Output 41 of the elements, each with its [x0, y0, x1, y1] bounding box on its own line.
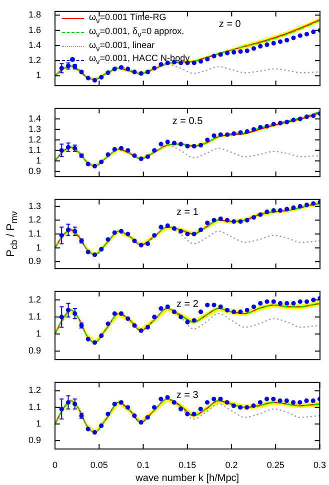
x-tick-label: 0.25: [266, 460, 284, 470]
y-tick-label: 0.9: [28, 166, 41, 176]
x-tick-label: 0: [52, 460, 58, 470]
y-tick-label: 1.1: [28, 402, 41, 412]
y-tick-label: 1.8: [28, 10, 41, 20]
y-tick-label: 1.6: [28, 24, 41, 35]
x-tick-label: 0.3: [313, 460, 326, 470]
y-tick-label: 1.4: [28, 40, 41, 50]
y-tick-label: 1.2: [28, 134, 41, 144]
x-tick-label: 0.2: [225, 460, 238, 470]
legend-label: ω$_{ν}$=0.001, δ$_{ν}$=0 approx.: [89, 26, 184, 40]
text: z = 0: [218, 19, 242, 30]
y-tick-label: 1.4: [28, 113, 41, 124]
y-tick-label: 1.3: [28, 200, 41, 211]
y-tick-label: 1.1: [28, 144, 41, 155]
text: z = 2: [176, 299, 199, 310]
y-tick-label: 0.9: [28, 256, 41, 266]
x-axis-title: wave number k [h/Mpc]: [134, 472, 240, 484]
text: z = 3: [176, 390, 199, 402]
y-tick-label: 1.2: [28, 55, 41, 66]
y-tick-label: 1.2: [28, 214, 41, 225]
y-tick-label: 1.3: [28, 124, 41, 134]
y-tick-label: 1.2: [28, 294, 41, 304]
x-tick-label: 0.05: [90, 460, 108, 470]
legend-label: ω$_{ν}$=0.001, HACC N-body: [89, 53, 190, 68]
x-tick-label: 0.15: [178, 460, 196, 470]
legend-label: ω$_{ν}$=0.001, linear: [89, 40, 155, 54]
y-tick-label: 1.1: [28, 228, 41, 238]
y-tick-label: 0.9: [28, 435, 41, 446]
y-tick-label: 1.2: [28, 385, 41, 396]
y-tick-label: 1: [36, 155, 41, 166]
text: z = 1: [176, 207, 199, 218]
y-tick-label: 1.1: [28, 311, 41, 322]
y-tick-label: 1: [36, 242, 41, 252]
legend-label: ω$_{ν}$=0.001 Time-RG: [89, 12, 166, 26]
y-tick-label: 0.9: [28, 346, 41, 356]
x-tick-label: 0.1: [136, 460, 150, 470]
y-tick-label: 1: [36, 328, 41, 339]
y-tick-label: 1: [36, 418, 41, 429]
y-tick-label: 1: [36, 70, 41, 80]
text: z = 0.5: [172, 116, 204, 128]
